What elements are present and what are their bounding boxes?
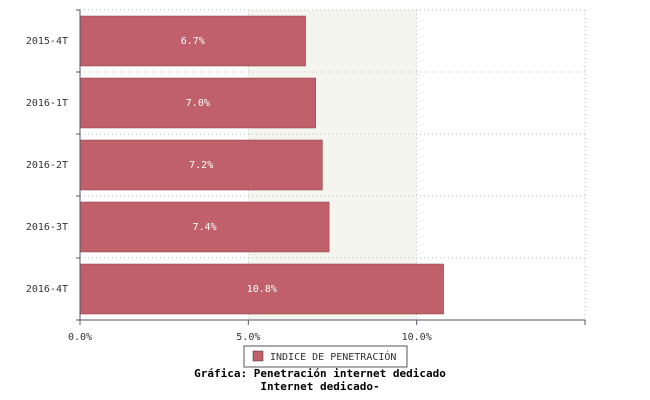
x-tick-label: 5.0% — [236, 332, 260, 343]
value-label: 7.4% — [193, 222, 217, 233]
bar — [79, 263, 444, 315]
y-tick-label: 2015-4T — [26, 36, 68, 47]
value-label: 6.7% — [181, 36, 205, 47]
chart-title: Gráfica: Penetración internet dedicado — [194, 367, 446, 380]
legend-swatch — [252, 350, 264, 362]
value-label: 10.8% — [247, 284, 277, 295]
value-label: 7.0% — [186, 98, 210, 109]
bar — [79, 201, 330, 253]
legend-box — [243, 345, 408, 368]
value-label: 7.2% — [189, 160, 213, 171]
bar — [79, 139, 323, 191]
y-tick-label: 2016-1T — [26, 98, 68, 109]
x-tick-label: 0.0% — [68, 332, 92, 343]
legend-label: INDICE DE PENETRACIÓN — [270, 350, 396, 363]
chart-subtitle: Internet dedicado- — [260, 380, 379, 393]
y-tick-label: 2016-4T — [26, 284, 68, 295]
bar — [79, 15, 306, 67]
y-tick-label: 2016-2T — [26, 160, 68, 171]
y-tick-label: 2016-3T — [26, 222, 68, 233]
bar — [79, 77, 316, 129]
x-tick-label: 10.0% — [402, 332, 432, 343]
